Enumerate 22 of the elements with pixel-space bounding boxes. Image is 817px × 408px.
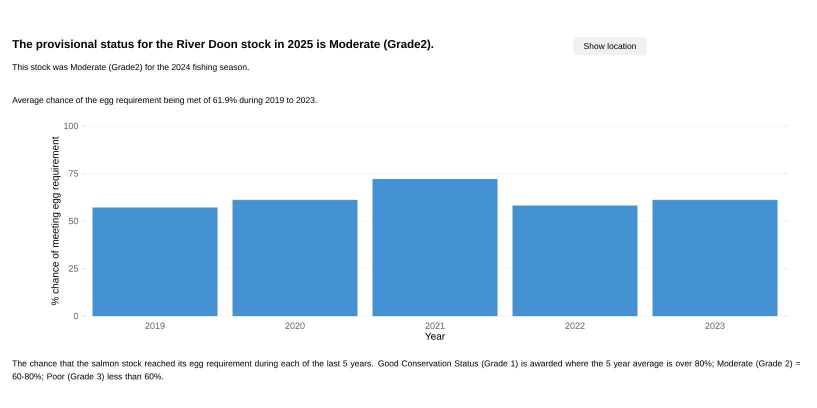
text: Show location bbox=[584, 42, 636, 50]
y-tick-label: 100 bbox=[64, 122, 78, 130]
y-tick-label: 25 bbox=[68, 265, 78, 272]
x-tick-label: 2020 bbox=[285, 322, 305, 329]
y-tick-label: 0 bbox=[74, 312, 78, 320]
x-tick-label: 2023 bbox=[705, 322, 725, 329]
bar bbox=[92, 208, 218, 316]
y-axis-title: % chance of meeting egg requirement bbox=[51, 136, 61, 306]
chart-title: The provisional status for the River Doon stock in 2025 is Moderate (Grade2). bbox=[12, 40, 434, 50]
x-tick-label: 2019 bbox=[145, 322, 165, 329]
chart-subtitle: This stock was Moderate (Grade2) for the 2024 fishing season. bbox=[12, 64, 249, 72]
x-tick-label: 2022 bbox=[565, 322, 585, 329]
x-tick-label: 2021 bbox=[425, 322, 445, 329]
x-axis-title: Year bbox=[425, 332, 445, 340]
bar bbox=[652, 200, 778, 316]
bar bbox=[372, 179, 498, 316]
y-tick-label: 75 bbox=[68, 170, 78, 177]
text: The chance that the salmon stock reached its egg requirement during each of the last 5 years. Good Conservation Status (Grade 1) is awarded where the 5 year average is over 80%; Moderate (Grade 2) = 60-80%; Poor (Grade 3) less than 60%. bbox=[12, 360, 800, 382]
text: Average chance of the egg requirement being met of 61.9% during 2019 to 2023. bbox=[12, 96, 316, 105]
y-tick-label: 50 bbox=[68, 218, 78, 224]
bar bbox=[232, 200, 358, 316]
bar bbox=[512, 206, 638, 316]
